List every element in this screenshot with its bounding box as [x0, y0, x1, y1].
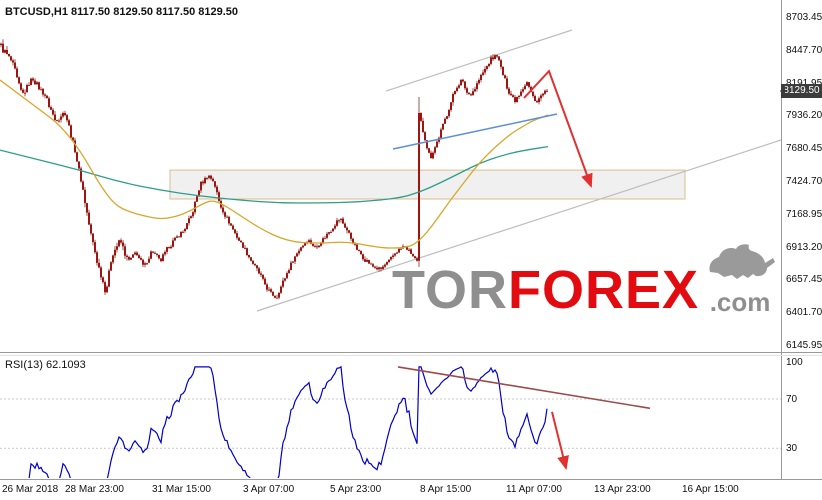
main-chart-area[interactable] [0, 0, 781, 352]
time-tick-label: 16 Apr 15:00 [682, 484, 739, 495]
watermark-tor: TOR [392, 260, 509, 320]
ma-orange-line [0, 79, 549, 249]
symbol-ohlc-label: BTCUSD,H1 8117.50 8129.50 8117.50 8129.5… [5, 6, 239, 18]
price-tick-label: 7680.45 [786, 143, 822, 155]
rsi-tick-label: 100 [786, 357, 803, 368]
rsi-indicator-label: RSI(13) 62.1093 [5, 359, 86, 371]
price-tick-label: 7424.70 [786, 176, 822, 187]
main-chart-layer [0, 29, 781, 312]
time-tick-label: 5 Apr 23:00 [330, 484, 382, 495]
price-tick-label: 6913.20 [786, 241, 822, 253]
time-tick-label: 13 Apr 23:00 [594, 484, 651, 495]
price-tick-label: 6657.45 [786, 274, 822, 286]
price-tick-label: 8447.70 [786, 44, 822, 56]
rsi-trendline[interactable] [397, 366, 651, 410]
candle-bodies [0, 43, 548, 299]
forecast-arrow-down[interactable] [523, 69, 593, 188]
rsi-line [28, 365, 548, 478]
watermark-com: .com [709, 287, 771, 317]
rsi-forecast-arrow[interactable] [551, 411, 569, 471]
watermark: TOR FOREX .com [392, 242, 776, 320]
watermark-forex: FOREX [508, 260, 700, 320]
time-tick-label: 8 Apr 15:00 [420, 484, 472, 495]
rsi-tick-label: 70 [786, 394, 798, 405]
time-tick-label: 28 Mar 23:00 [65, 484, 124, 495]
time-tick-label: 26 Mar 2018 [2, 484, 59, 495]
time-tick-label: 3 Apr 07:00 [243, 484, 295, 495]
bull-logo-icon [704, 242, 776, 289]
price-tick-label: 8191.95 [786, 78, 822, 89]
price-tick-label: 8703.45 [786, 12, 822, 23]
channel-upper-line[interactable] [385, 29, 573, 92]
price-tick-label: 7936.20 [786, 110, 822, 122]
trendline-blue[interactable] [392, 113, 558, 150]
channel-lower-line[interactable] [256, 139, 781, 312]
price-tick-label: 6145.95 [786, 340, 822, 351]
support-zone[interactable] [169, 169, 686, 200]
rsi-tick-label: 30 [786, 443, 798, 455]
time-tick-label: 11 Apr 07:00 [506, 484, 562, 495]
price-tick-label: 7168.95 [786, 208, 822, 220]
price-tick-label: 6401.70 [786, 307, 822, 319]
rsi-layer [0, 365, 781, 478]
rsi-panel[interactable] [0, 356, 781, 478]
time-tick-label: 31 Mar 15:00 [152, 484, 211, 495]
current-price-badge: 8129.50 [780, 83, 822, 98]
